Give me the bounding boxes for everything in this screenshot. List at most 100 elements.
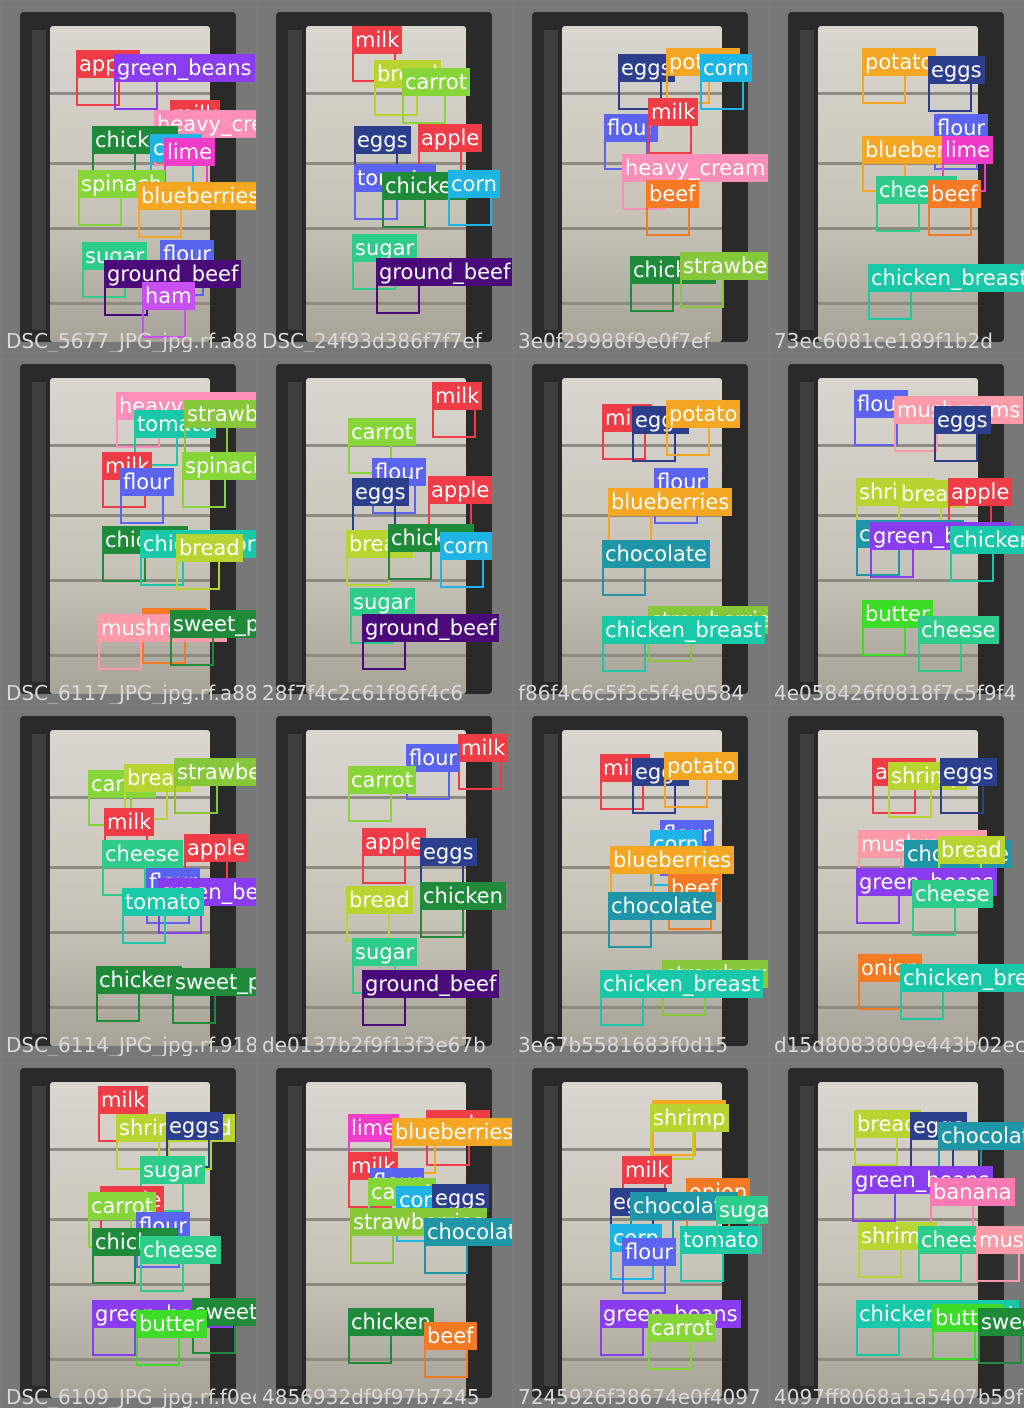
- detection-box: [858, 1248, 902, 1278]
- image-caption: 73ec6081ce189f1b2d: [774, 330, 994, 352]
- detection-tile: appleshrimpeggsmushroomschocolatebreadgr…: [770, 706, 1024, 1056]
- fridge-shelf: [818, 1218, 978, 1221]
- fridge-shelf: [50, 931, 210, 934]
- detection-box: [348, 792, 392, 822]
- fridge-shelf: [562, 444, 722, 447]
- detection-label: sugar: [350, 588, 416, 616]
- fridge-shelf: [306, 1006, 466, 1009]
- detection-box: [900, 990, 944, 1020]
- detection-box: [448, 196, 492, 226]
- detection-tile: heavy_creamtomatostrawberriesmilkfloursp…: [2, 354, 256, 704]
- fridge-shelf: [562, 1148, 722, 1151]
- detection-box: [172, 994, 216, 1024]
- detection-label: cheese: [918, 616, 999, 644]
- fridge-shelf: [50, 92, 210, 95]
- detection-label: ground_beef: [362, 970, 500, 998]
- image-caption: DSC_6117_JPG_jpg.rf.a886e1e28f7f4c: [6, 682, 256, 704]
- detection-box: [440, 558, 484, 588]
- fridge-shelf: [818, 1148, 978, 1151]
- detection-box: [388, 550, 432, 580]
- fridge-door-edge: [544, 30, 558, 330]
- detection-box: [362, 854, 406, 884]
- fridge-shelf: [818, 1358, 978, 1361]
- fridge-door-edge: [544, 734, 558, 1034]
- fridge-shelf: [50, 654, 210, 657]
- image-caption: 4097ff8068a1a5407b59f: [774, 1386, 1023, 1408]
- fridge-shelf: [306, 654, 466, 657]
- detection-label: eggs: [618, 54, 675, 82]
- detection-label: apple: [428, 476, 493, 504]
- detection-label: milk: [104, 808, 155, 836]
- detection-box: [646, 206, 690, 236]
- detection-tile: milkbreadcarroteggsappletomatochickencor…: [258, 2, 512, 352]
- detection-label: strawberries: [680, 252, 768, 280]
- detection-box: [608, 918, 652, 948]
- detection-box: [870, 548, 914, 578]
- detection-box: [182, 478, 226, 508]
- detection-box: [140, 1262, 184, 1292]
- detection-tile: milkshrimpbreadeggssugarapplecarrotflour…: [2, 1058, 256, 1408]
- fridge-shelf: [50, 162, 210, 165]
- detection-box: [424, 1348, 468, 1378]
- image-caption: 7245926f38674e0f4097: [518, 1386, 761, 1408]
- detection-tile: applelimeblueberriesmilkflourcarrotcorne…: [258, 1058, 512, 1408]
- detection-box: [424, 1244, 468, 1274]
- fridge-shelf: [818, 1006, 978, 1009]
- detection-label: chicken: [348, 1308, 434, 1336]
- fridge-door-edge: [32, 382, 46, 682]
- fridge-shelf: [818, 866, 978, 869]
- detection-label: sweet_potato: [172, 968, 256, 996]
- fridge-shelf: [818, 579, 978, 582]
- detection-label: eggs: [354, 126, 411, 154]
- detection-label: cheese: [912, 880, 993, 908]
- detection-box: [928, 206, 972, 236]
- detection-box: [856, 1326, 900, 1356]
- fridge-shelf: [306, 579, 466, 582]
- detection-box: [854, 1136, 898, 1166]
- detection-box: [700, 80, 744, 110]
- detection-label: milk: [98, 1086, 149, 1114]
- fridge-shelf: [306, 866, 466, 869]
- detection-label: corn: [448, 170, 500, 198]
- detection-label: eggs: [940, 758, 997, 786]
- fridge-shelf: [306, 162, 466, 165]
- detection-label: shrimp: [650, 1104, 729, 1132]
- detection-label: apple: [418, 124, 483, 152]
- detection-label: heavy_cream: [622, 154, 768, 182]
- detection-label: chicken_breast: [868, 264, 1024, 292]
- detection-box: [602, 566, 646, 596]
- detection-box: [170, 636, 214, 666]
- fridge-door-edge: [800, 30, 814, 330]
- detection-box: [950, 552, 994, 582]
- detection-label: chicken_breast: [602, 616, 765, 644]
- detection-label: corn: [700, 54, 752, 82]
- image-caption: 4856932df9f97b7245: [262, 1386, 480, 1408]
- detection-box: [868, 290, 912, 320]
- fridge-shelf: [50, 1358, 210, 1361]
- detection-box: [122, 914, 166, 944]
- fridge-shelf: [50, 444, 210, 447]
- detection-box: [382, 198, 426, 228]
- detection-label: apple: [184, 834, 249, 862]
- detection-label: ground_beef: [362, 614, 500, 642]
- fridge-door-edge: [32, 734, 46, 1034]
- detection-label: sugar: [140, 1156, 206, 1184]
- detection-box: [600, 996, 644, 1026]
- fridge-shelf: [306, 514, 466, 517]
- detection-label: lime: [164, 138, 216, 166]
- detection-label: chicken_breast: [600, 970, 763, 998]
- detection-label: ham: [142, 282, 195, 310]
- image-caption: d15d8083809e443b02ecd: [774, 1034, 1024, 1056]
- detection-box: [680, 278, 724, 308]
- image-caption: DSC_6114_JPG_jpg.rf.918526de0137b2f: [6, 1034, 256, 1056]
- detection-box: [92, 1326, 136, 1356]
- fridge-door-edge: [288, 30, 302, 330]
- detection-tile: potatoshrimpmilkonioneggschocolatecornto…: [514, 1058, 768, 1408]
- detection-box: [458, 760, 502, 790]
- image-caption: f86f4c6c5f3c5f4e0584: [518, 682, 745, 704]
- image-caption: DSC_24f93d386f7f7ef: [262, 330, 482, 352]
- detection-label: beef: [424, 1322, 477, 1350]
- detection-label: potato: [666, 400, 741, 428]
- detection-box: [862, 74, 906, 104]
- detection-box: [852, 1192, 896, 1222]
